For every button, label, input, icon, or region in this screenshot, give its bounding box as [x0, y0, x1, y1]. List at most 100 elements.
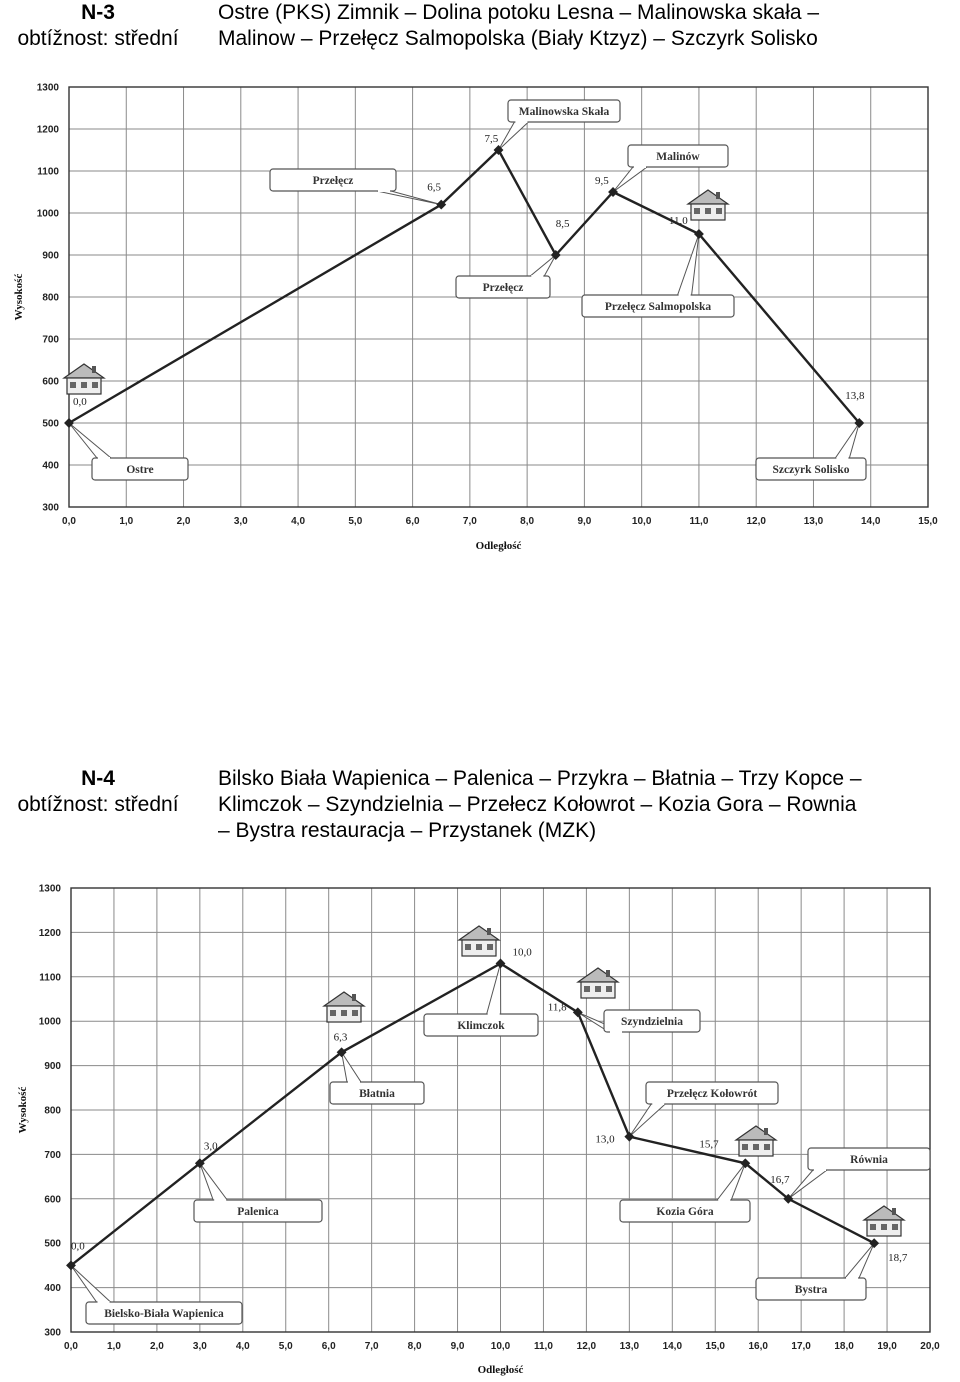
callout-box — [507, 99, 621, 123]
grid — [70, 887, 931, 1333]
house-chimney — [764, 1128, 768, 1135]
data-point — [550, 250, 561, 260]
elevation-line — [70, 962, 875, 1267]
callout: Palenica — [193, 1162, 323, 1223]
callout: Bystra — [755, 1242, 875, 1301]
x-tick-label: 7,0 — [463, 516, 477, 527]
x-tick-label: 19,0 — [877, 1341, 897, 1352]
house-window — [881, 1224, 887, 1230]
route-line: Bilsko Biała Wapienica – Palenica – Przy… — [218, 767, 862, 790]
callout-box — [581, 294, 735, 318]
callout-box — [755, 457, 867, 481]
y-tick-label: 300 — [42, 503, 59, 514]
callout: Ostre — [68, 422, 189, 481]
point-label: 7,5 — [485, 133, 499, 145]
y-axis-label: Wysokość — [13, 274, 25, 321]
route-code: N-3 — [81, 1, 115, 24]
callout-label: Malinów — [656, 151, 700, 163]
house-icon — [576, 967, 620, 999]
x-tick-label: 3,0 — [234, 516, 248, 527]
house-icon — [686, 189, 730, 221]
x-axis-label: Odległość — [476, 540, 522, 552]
y-tick-label: 500 — [42, 419, 59, 430]
route-code-block: N-3 obtížnost: střední — [0, 0, 196, 52]
callout-label: Bystra — [795, 1284, 828, 1296]
house-icon — [862, 1205, 906, 1237]
callout-pointer — [716, 1162, 746, 1201]
callout-box — [807, 1147, 931, 1171]
route-line: Ostre (PKS) Zimnik – Dolina potoku Lesna… — [218, 1, 820, 24]
house-window — [764, 1144, 770, 1150]
y-tick-label: 400 — [42, 461, 59, 472]
x-tick-label: 11,0 — [689, 516, 708, 527]
house-chimney — [352, 994, 356, 1001]
callout-box — [627, 144, 729, 168]
plot-frame — [68, 86, 929, 508]
point-label: 6,3 — [334, 1031, 348, 1043]
callout-box — [423, 1013, 539, 1037]
y-tick-label: 700 — [44, 1150, 61, 1161]
house-window — [352, 1010, 358, 1016]
house-window — [595, 986, 601, 992]
x-tick-label: 2,0 — [150, 1341, 164, 1352]
point-label: 3,0 — [204, 1140, 218, 1152]
y-tick-label: 1000 — [37, 209, 60, 220]
house-icon — [734, 1125, 778, 1157]
x-tick-label: 1,0 — [119, 516, 133, 527]
callout-box — [645, 1081, 779, 1105]
house-roof — [322, 991, 366, 1007]
callout: Błatnia — [329, 1052, 425, 1105]
house-window — [606, 986, 612, 992]
x-tick-label: 2,0 — [177, 516, 191, 527]
point-label: 13,0 — [595, 1134, 615, 1146]
callout: Bielsko-Biała Wapienica — [70, 1265, 243, 1325]
x-tick-label: 5,0 — [348, 516, 362, 527]
point-label: 8,5 — [556, 218, 570, 230]
callout-label: Przełęcz Salmopolska — [605, 301, 712, 313]
callout: Malinów — [612, 144, 729, 193]
house-roof — [686, 189, 730, 205]
x-tick-label: 17,0 — [791, 1341, 811, 1352]
y-tick-label: 400 — [44, 1283, 61, 1294]
callout-pointer — [628, 1103, 667, 1138]
x-tick-label: 13,0 — [804, 516, 824, 527]
house-window — [465, 944, 471, 950]
route-line: Klimczok – Szyndzielnia – Przełecz Kołow… — [218, 793, 857, 816]
callout-box — [91, 457, 189, 481]
callout-label: Błatnia — [359, 1088, 395, 1100]
y-tick-label: 600 — [42, 377, 59, 388]
callout: Klimczok — [423, 963, 539, 1037]
x-tick-label: 9,0 — [451, 1341, 465, 1352]
house-chimney — [606, 970, 610, 977]
route-line: – Bystra restauracja – Przystanek (MZK) — [218, 819, 597, 842]
callout-box — [329, 1081, 425, 1105]
route-description: Ostre (PKS) Zimnik – Dolina potoku Lesna… — [218, 0, 956, 52]
data-point — [493, 145, 504, 155]
x-tick-label: 9,0 — [577, 516, 591, 527]
data-point — [740, 1158, 751, 1169]
house-window — [476, 944, 482, 950]
house-window — [92, 382, 98, 388]
y-tick-label: 1200 — [39, 928, 62, 939]
house-window — [694, 208, 700, 214]
y-tick-label: 500 — [44, 1239, 61, 1250]
x-tick-label: 7,0 — [365, 1341, 379, 1352]
callout-pointer — [787, 1169, 829, 1200]
callout: Przełęcz Salmopolska — [581, 233, 735, 318]
y-tick-label: 1300 — [37, 83, 60, 94]
callout-label: Przełęcz — [313, 175, 354, 187]
difficulty-label: obtížnost: střední — [17, 27, 179, 50]
y-tick-label: 1300 — [39, 884, 62, 895]
callout-box — [85, 1301, 243, 1325]
callout-box — [619, 1199, 751, 1223]
x-tick-label: 15,0 — [706, 1341, 726, 1352]
house-chimney — [92, 366, 96, 373]
x-tick-label: 15,0 — [918, 516, 938, 527]
house-window — [584, 986, 590, 992]
house-roof — [862, 1205, 906, 1221]
y-tick-label: 1000 — [39, 1017, 62, 1028]
x-tick-label: 14,0 — [861, 516, 881, 527]
callout-box — [269, 168, 397, 192]
house-chimney — [892, 1208, 896, 1215]
x-tick-label: 12,0 — [746, 516, 766, 527]
